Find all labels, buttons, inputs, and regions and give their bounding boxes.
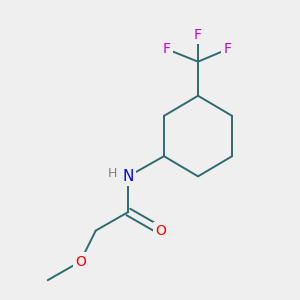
Text: F: F: [194, 28, 202, 42]
Text: N: N: [123, 169, 134, 184]
Text: O: O: [75, 255, 86, 268]
Text: O: O: [155, 224, 166, 238]
Text: F: F: [163, 42, 171, 56]
Text: H: H: [108, 167, 118, 180]
Text: F: F: [224, 42, 232, 56]
